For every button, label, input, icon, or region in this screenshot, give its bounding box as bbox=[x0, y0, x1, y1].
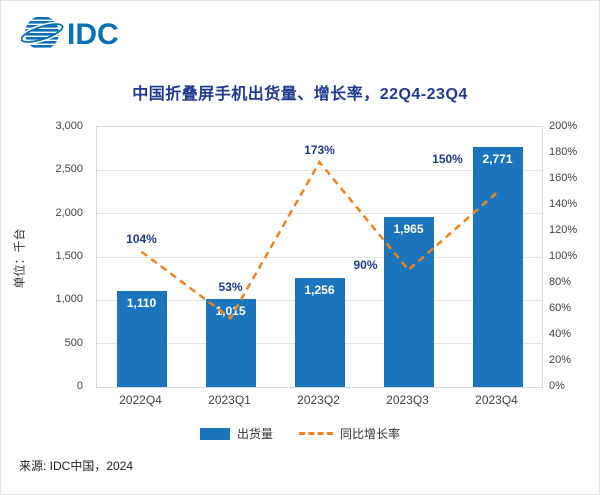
y-tick-right: 20% bbox=[549, 354, 572, 366]
growth-point-label: 90% bbox=[353, 258, 378, 272]
x-axis-label: 2023Q1 bbox=[208, 393, 251, 407]
y-tick-right: 180% bbox=[549, 146, 578, 158]
x-axis-label: 2023Q2 bbox=[297, 393, 340, 407]
chart-title: 中国折叠屏手机出货量、增长率，22Q4-23Q4 bbox=[132, 86, 468, 103]
growth-point-label: 53% bbox=[218, 280, 243, 295]
gridline bbox=[97, 169, 542, 171]
y-tick-right: 80% bbox=[549, 276, 572, 288]
y-axis-right: 0% 20% 40% 60% 80% 100% 120% 140% 160% 180% 200% bbox=[543, 120, 599, 392]
y-tick-right: 100% bbox=[549, 250, 578, 262]
idc-logo: IDC bbox=[20, 10, 133, 61]
y-axis-left: 0 500 1,000 1,500 2,000 2,500 3,000 bbox=[1, 120, 90, 392]
x-axis-label: 2023Q4 bbox=[475, 393, 518, 407]
bar-2023Q1: 1,015 bbox=[205, 299, 256, 387]
bar-2023Q4: 2,771 bbox=[472, 146, 523, 387]
bar-value-label: 1,015 bbox=[215, 304, 246, 319]
source-note: 来源: IDC中国，2024 bbox=[19, 459, 134, 473]
bar-2023Q2: 1,256 bbox=[294, 278, 345, 387]
bar-value-label: 1,965 bbox=[393, 221, 424, 236]
idc-logo-text: IDC bbox=[67, 18, 119, 51]
bar-value-label: 1,110 bbox=[126, 295, 157, 310]
growth-point-label: 150% bbox=[432, 152, 463, 166]
gridline bbox=[97, 213, 542, 215]
bar-2022Q4: 1,110 bbox=[116, 290, 167, 387]
y-tick-left: 0 bbox=[76, 380, 83, 392]
x-axis-label: 2022Q4 bbox=[119, 393, 162, 407]
growth-line-layer bbox=[140, 159, 499, 320]
y-tick-right: 120% bbox=[549, 224, 578, 236]
legend-item-growth: 同比增长率 bbox=[299, 425, 400, 442]
chart-legend: 出货量 同比增长率 bbox=[1, 425, 599, 442]
y-tick-left: 3,000 bbox=[55, 120, 83, 132]
y-tick-right: 0% bbox=[549, 380, 565, 392]
bar-2023Q3: 1,965 bbox=[383, 216, 434, 387]
x-axis: 2022Q4 2023Q1 2023Q2 2023Q3 2023Q4 bbox=[96, 393, 541, 407]
y-tick-left: 500 bbox=[64, 336, 83, 349]
shipments-swatch-icon bbox=[199, 427, 230, 440]
y-tick-right: 60% bbox=[549, 302, 572, 314]
growth-dashed-line bbox=[140, 159, 499, 320]
plot-area: 1,110 1,015 1,256 1,965 2,771 104% 53% 173% 90% 1… bbox=[96, 126, 543, 388]
y-tick-left: 1,000 bbox=[55, 293, 83, 306]
legend-label-shipments: 出货量 bbox=[236, 427, 273, 441]
bar-value-label: 1,256 bbox=[304, 283, 335, 298]
growth-dashed-line-icon bbox=[299, 432, 333, 435]
growth-point-label: 173% bbox=[304, 143, 335, 158]
y-tick-right: 160% bbox=[549, 172, 578, 184]
legend-label-growth: 同比增长率 bbox=[340, 427, 401, 441]
orbit-ring-icon bbox=[20, 23, 64, 43]
y-tick-left: 1,500 bbox=[55, 250, 83, 262]
bar-value-label: 2,771 bbox=[482, 151, 513, 166]
y-tick-left: 2,000 bbox=[55, 206, 83, 219]
x-axis-label: 2023Q3 bbox=[386, 393, 429, 407]
growth-point-label: 104% bbox=[126, 231, 157, 246]
gridline bbox=[97, 256, 542, 258]
y-tick-right: 140% bbox=[549, 198, 578, 210]
idc-logo-graphic: IDC bbox=[20, 17, 119, 51]
y-tick-right: 40% bbox=[549, 328, 572, 340]
legend-item-shipments: 出货量 bbox=[199, 425, 273, 442]
y-tick-left: 2,500 bbox=[55, 163, 83, 176]
y-tick-right: 200% bbox=[549, 120, 578, 132]
